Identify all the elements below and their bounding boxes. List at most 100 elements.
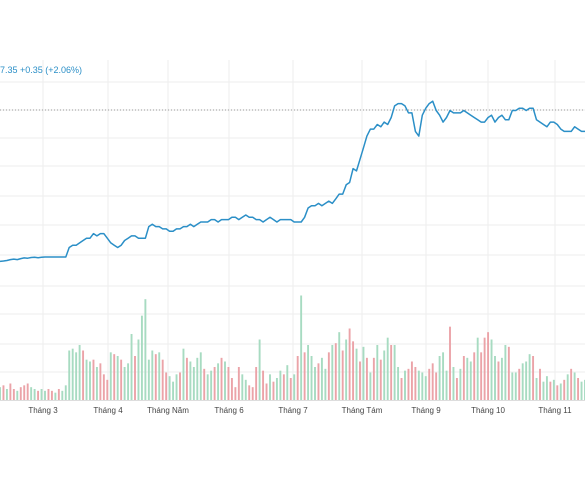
volume-bar [258, 339, 261, 400]
volume-bar [203, 368, 206, 400]
volume-bar [556, 385, 559, 400]
volume-bar [92, 359, 95, 400]
volume-bar [452, 367, 455, 400]
volume-bar [0, 387, 1, 400]
volume-bar [514, 372, 517, 400]
volume-bar [559, 383, 562, 400]
volume-bar [528, 354, 531, 400]
volume-bar [269, 374, 271, 400]
volume-bar [165, 372, 168, 400]
volume-bar [462, 356, 465, 400]
volume-bar [525, 361, 528, 400]
volume-bar [213, 367, 216, 400]
volume-bar [449, 326, 451, 400]
volume-bar [224, 361, 226, 400]
volume-bar [251, 387, 254, 400]
volume-bar [168, 376, 171, 400]
volume-bar [16, 390, 19, 400]
volume-bar [102, 374, 105, 400]
volume-bar [570, 368, 573, 400]
x-tick-label: Tháng 4 [93, 406, 123, 415]
volume-bar [293, 374, 296, 400]
volume-bar [19, 387, 22, 400]
volume-bar [237, 367, 240, 400]
volume-bar [272, 381, 275, 400]
x-tick-label: Tháng Tám [342, 406, 383, 415]
volume-bar [282, 374, 285, 400]
volume-bar [248, 385, 251, 400]
volume-bar [57, 389, 60, 400]
volume-bar [279, 370, 282, 400]
volume-bar [417, 370, 420, 400]
volume-bar [192, 367, 195, 400]
x-tick-label: Tháng 10 [471, 406, 505, 415]
volume-bar [182, 348, 185, 400]
volume-bar [120, 359, 123, 400]
volume-bar [179, 372, 181, 400]
volume-bar [37, 390, 40, 400]
volume-bar [397, 367, 400, 400]
volume-bar [352, 341, 355, 400]
volume-bar [345, 339, 348, 400]
volume-bar [5, 389, 8, 400]
volume-bar [234, 387, 237, 400]
volume-bars [0, 295, 585, 400]
volume-bar [338, 332, 341, 400]
volume-bar [206, 374, 209, 400]
volume-bar [379, 359, 382, 400]
volume-bar [123, 367, 126, 400]
volume-bar [275, 378, 278, 400]
volume-bar [410, 361, 413, 400]
volume-bar [320, 357, 323, 400]
volume-bar [61, 390, 64, 400]
volume-bar [265, 383, 268, 400]
volume-bar [577, 378, 580, 400]
price-quote: 7.35 +0.35 (+2.06%) [0, 65, 83, 75]
volume-bar [289, 378, 292, 400]
volume-bar [161, 359, 164, 400]
volume-bar [26, 383, 29, 400]
volume-bar [23, 385, 26, 400]
volume-bar [54, 392, 57, 400]
volume-bar [438, 356, 441, 400]
volume-bar [500, 357, 503, 400]
x-tick-label: Tháng 9 [411, 406, 441, 415]
volume-bar [262, 370, 265, 400]
volume-bar [383, 350, 386, 400]
volume-bar [341, 350, 344, 400]
volume-bar [314, 367, 316, 400]
volume-bar [68, 350, 71, 400]
volume-bar [116, 356, 119, 400]
volume-bar [390, 345, 393, 400]
volume-bar [317, 363, 320, 400]
volume-bar [535, 378, 538, 400]
volume-bar [137, 339, 140, 400]
volume-bar [580, 381, 583, 400]
volume-bar [158, 352, 161, 400]
volume-bar [300, 295, 303, 400]
volume-bar [480, 352, 483, 400]
x-tick-label: Tháng 3 [28, 406, 58, 415]
volume-bar [532, 356, 535, 400]
volume-bar [431, 363, 434, 400]
volume-bar [30, 387, 33, 400]
volume-bar [147, 359, 150, 400]
volume-bar [362, 346, 365, 400]
volume-bar [549, 381, 552, 400]
volume-bar [455, 378, 458, 400]
volume-bar [459, 368, 462, 400]
volume-bar [435, 372, 438, 400]
volume-bar [473, 352, 476, 400]
volume-bar [518, 368, 521, 400]
volume-bar [566, 374, 569, 400]
volume-bar [376, 345, 379, 400]
volume-bar [210, 370, 213, 400]
volume-bar [140, 315, 143, 400]
volume-bar [286, 365, 289, 400]
volume-bar [331, 345, 334, 400]
volume-bar [407, 368, 410, 400]
volume-bar [497, 361, 500, 400]
volume-bar [307, 345, 310, 400]
volume-bar [109, 352, 112, 400]
